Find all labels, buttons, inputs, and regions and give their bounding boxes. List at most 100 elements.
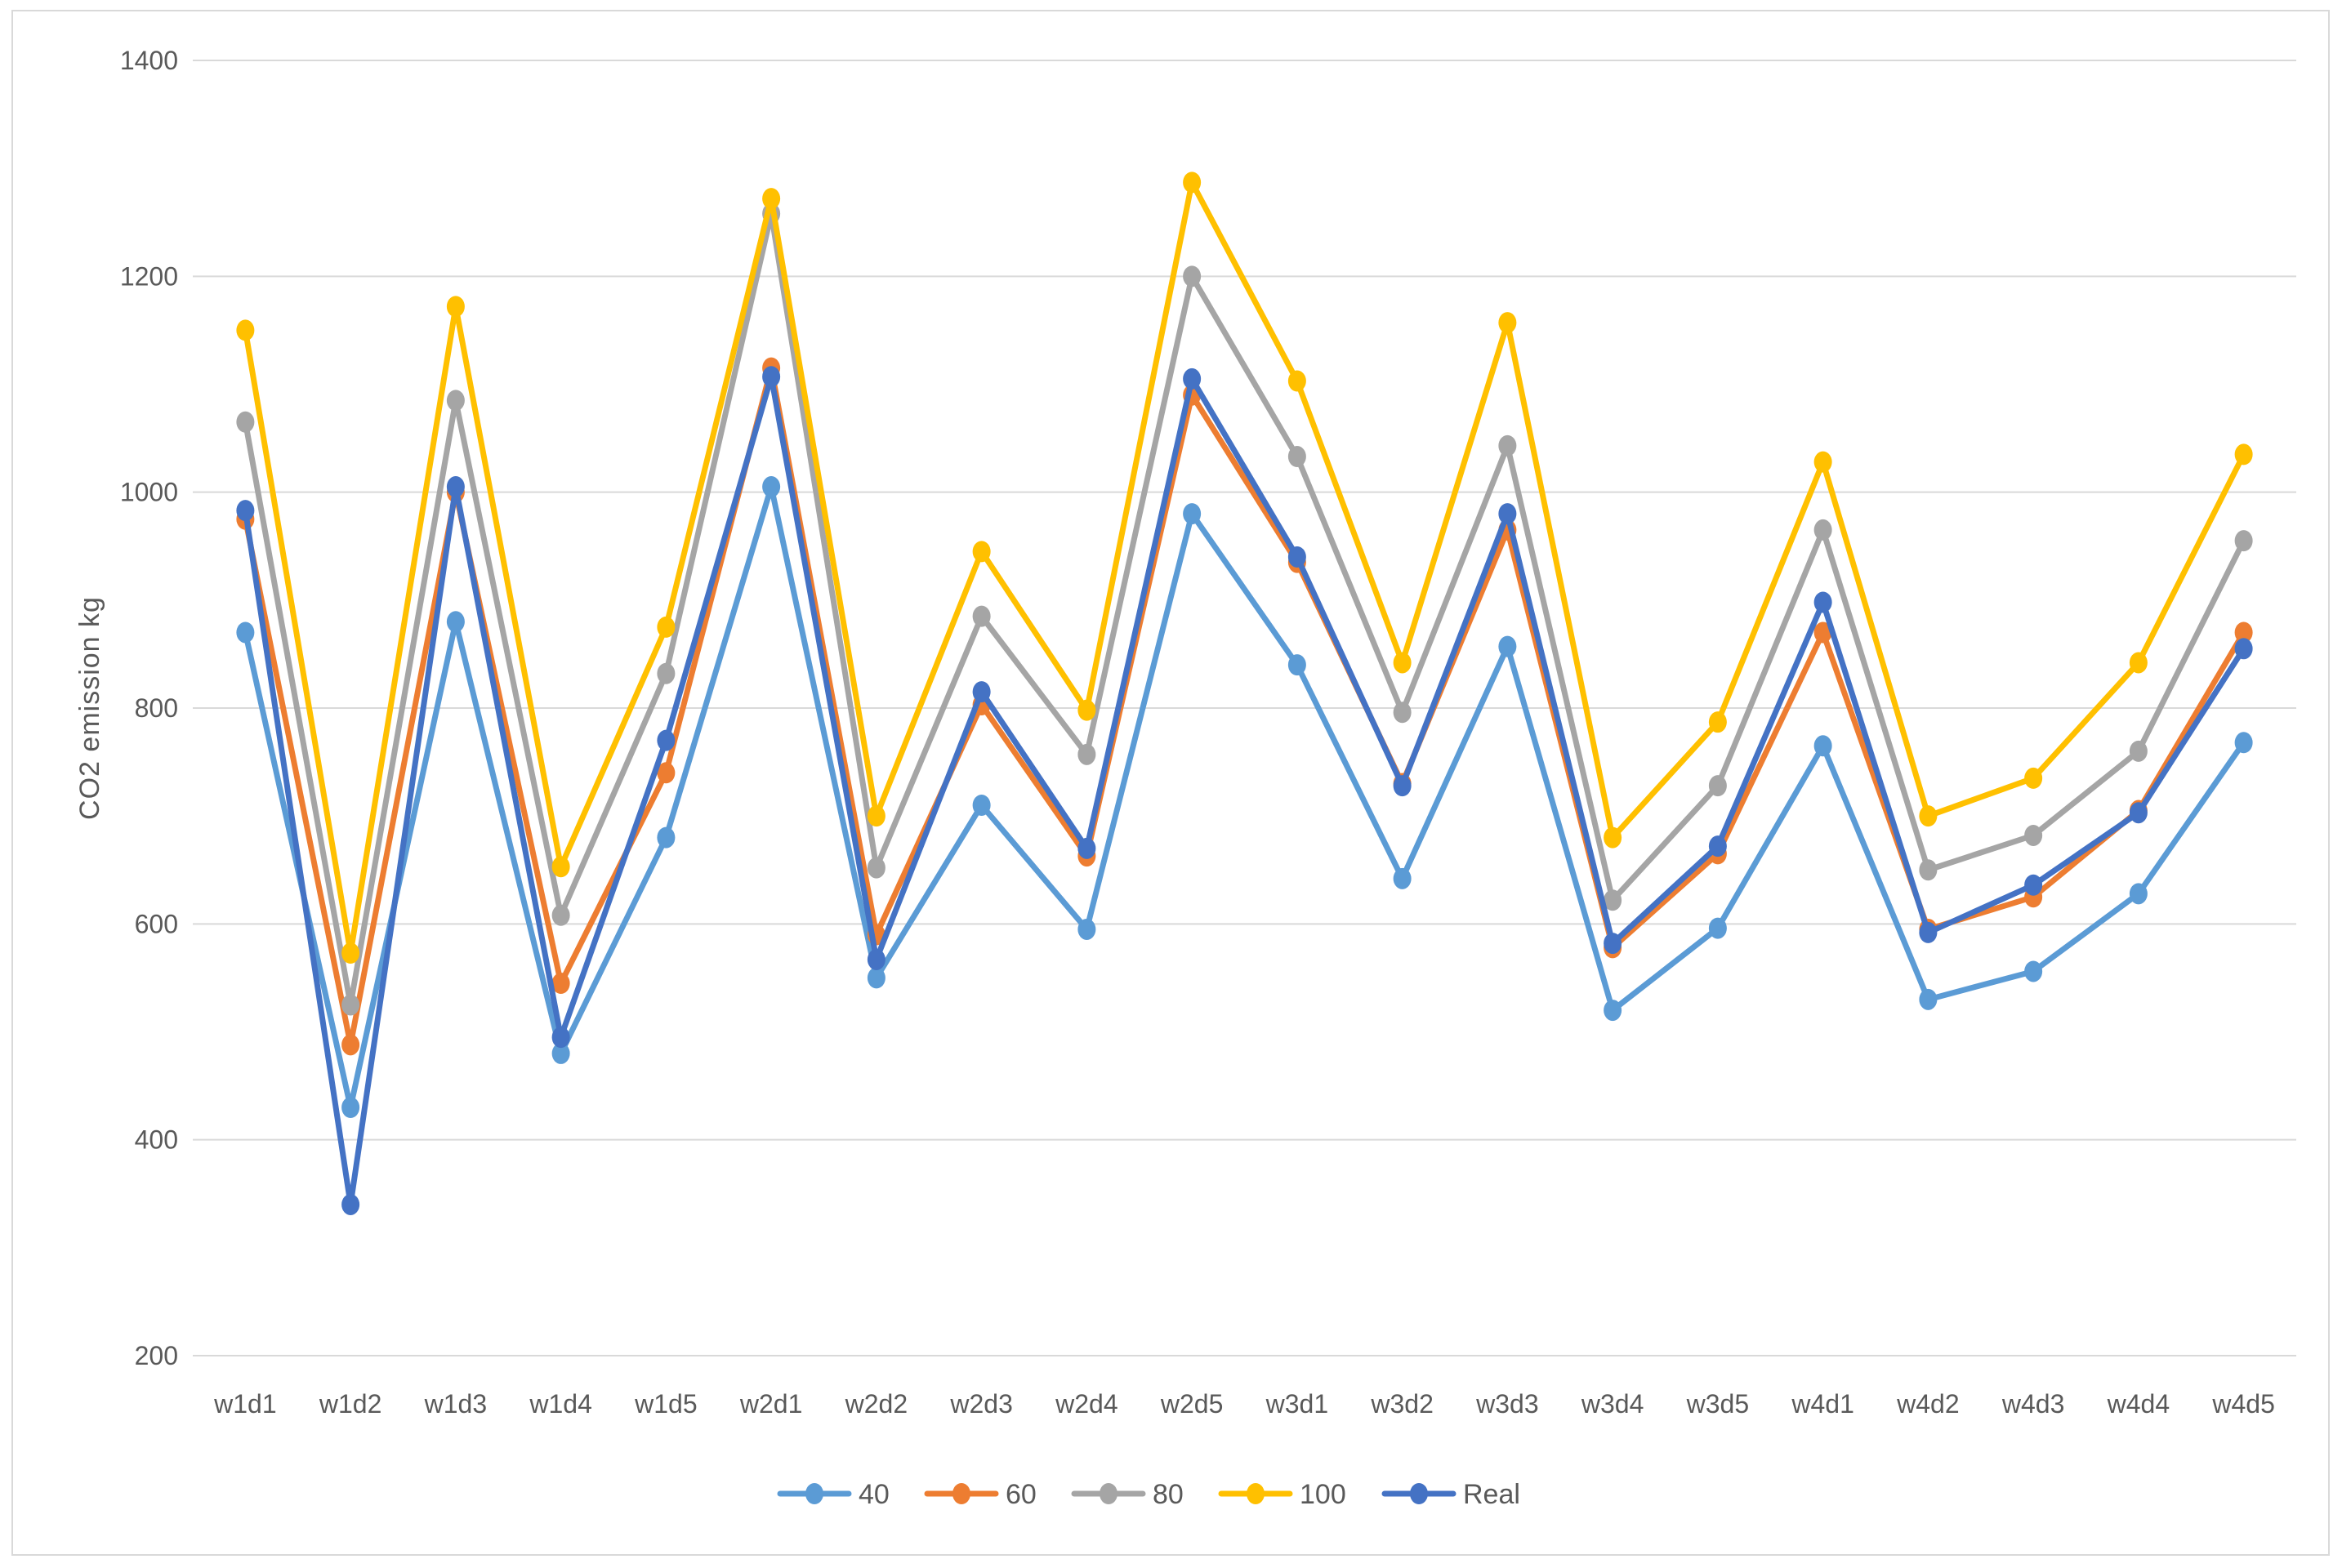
data-point-80-w2d3 — [972, 605, 991, 627]
legend-label-100: 100 — [1300, 1479, 1346, 1510]
data-point-60-w4d5 — [2234, 621, 2253, 644]
data-point-40-w3d5 — [1708, 917, 1727, 939]
x-tick-label-w2d3: w2d3 — [949, 1389, 1013, 1419]
data-point-40-w3d2 — [1393, 867, 1412, 889]
x-tick-label-w1d1: w1d1 — [213, 1389, 277, 1419]
series-60 — [236, 357, 2253, 1056]
data-point-80-w1d5 — [657, 662, 676, 684]
data-point-100-w3d4 — [1604, 826, 1622, 849]
data-point-80-w3d2 — [1393, 702, 1412, 724]
legend-item-60: 60 — [924, 1479, 1037, 1510]
data-point-Real-w3d5 — [1708, 835, 1727, 858]
series-Real — [236, 366, 2253, 1215]
data-point-Real-w4d3 — [2024, 874, 2043, 896]
x-tick-label-w4d1: w4d1 — [1791, 1389, 1854, 1419]
data-point-40-w2d3 — [972, 794, 991, 816]
x-tick-label-w4d4: w4d4 — [2107, 1389, 2170, 1419]
data-point-100-w4d1 — [1813, 451, 1832, 473]
data-point-80-w4d2 — [1919, 859, 1938, 881]
data-point-80-w1d1 — [236, 411, 255, 433]
data-point-Real-w2d2 — [867, 948, 885, 970]
x-tick-label-w1d2: w1d2 — [319, 1389, 382, 1419]
y-tick-label-1400: 1400 — [120, 46, 178, 75]
x-tick-label-w3d1: w3d1 — [1265, 1389, 1329, 1419]
data-point-100-w2d1 — [762, 188, 781, 210]
data-point-100-w3d1 — [1287, 370, 1306, 392]
data-point-80-w4d3 — [2024, 824, 2043, 846]
data-point-40-w1d4 — [551, 1042, 570, 1064]
data-point-Real-w1d5 — [657, 729, 676, 751]
data-point-80-w2d2 — [867, 857, 885, 879]
data-point-40-w4d5 — [2234, 732, 2253, 754]
x-tick-label-w1d5: w1d5 — [634, 1389, 698, 1419]
data-point-Real-w4d4 — [2129, 802, 2148, 824]
legend-marker-Real — [1410, 1483, 1428, 1504]
legend-item-100: 100 — [1218, 1479, 1346, 1510]
series-40 — [236, 476, 2253, 1119]
x-axis-tick-labels: w1d1 w1d2 w1d3 w1d4 w1d5 w2d1 w2d2 w2d3 w2d4 w2d5… — [213, 1389, 2275, 1419]
data-point-Real-w2d4 — [1077, 837, 1096, 859]
data-point-80-w4d5 — [2234, 530, 2253, 552]
data-point-Real-w1d2 — [341, 1193, 360, 1215]
y-tick-label-800: 800 — [135, 693, 178, 723]
data-point-40-w3d4 — [1604, 1000, 1622, 1022]
legend-item-Real: Real — [1381, 1479, 1520, 1510]
x-tick-label-w2d2: w2d2 — [845, 1389, 908, 1419]
x-tick-label-w4d2: w4d2 — [1896, 1389, 1960, 1419]
gridlines — [193, 60, 2296, 1356]
data-point-100-w4d5 — [2234, 443, 2253, 466]
data-point-Real-w3d1 — [1287, 546, 1306, 568]
series-line-Real — [242, 373, 2247, 1208]
data-point-Real-w3d3 — [1498, 503, 1517, 525]
legend: 40 60 80 100 Real — [777, 1479, 1520, 1510]
data-point-80-w3d5 — [1708, 775, 1727, 797]
y-tick-label-600: 600 — [135, 909, 178, 938]
data-point-100-w2d4 — [1077, 699, 1096, 721]
data-point-80-w3d3 — [1498, 434, 1517, 457]
x-tick-label-w3d2: w3d2 — [1370, 1389, 1434, 1419]
data-point-80-w2d5 — [1183, 265, 1202, 287]
x-tick-label-w4d3: w4d3 — [2001, 1389, 2065, 1419]
data-point-100-w1d2 — [341, 942, 360, 964]
data-point-40-w2d1 — [762, 476, 781, 498]
x-tick-label-w2d1: w2d1 — [739, 1389, 803, 1419]
y-tick-label-200: 200 — [135, 1341, 178, 1370]
data-point-100-w1d3 — [446, 296, 465, 318]
legend-item-40: 40 — [777, 1479, 890, 1510]
data-point-100-w4d4 — [2129, 652, 2148, 674]
y-tick-label-1000: 1000 — [120, 478, 178, 507]
data-point-Real-w3d2 — [1393, 775, 1412, 797]
data-point-40-w4d2 — [1919, 988, 1938, 1010]
series-line-40 — [242, 483, 2247, 1111]
series-line-100 — [242, 179, 2247, 956]
data-point-Real-w4d5 — [2234, 638, 2253, 660]
data-point-100-w4d2 — [1919, 805, 1938, 827]
data-point-Real-w3d4 — [1604, 933, 1622, 955]
data-point-80-w2d4 — [1077, 743, 1096, 765]
data-point-40-w1d3 — [446, 611, 465, 633]
data-point-40-w1d2 — [341, 1097, 360, 1119]
y-tick-label-1200: 1200 — [120, 261, 178, 291]
data-point-40-w3d1 — [1287, 654, 1306, 676]
legend-label-60: 60 — [1006, 1479, 1037, 1510]
series-100 — [236, 172, 2253, 964]
legend-label-40: 40 — [859, 1479, 890, 1510]
data-point-Real-w1d1 — [236, 500, 255, 522]
series-group — [236, 172, 2253, 1215]
line-chart: 200 400 600 800 1000 1200 1400 w1d1 w1d2 w1d3 w1d… — [74, 46, 2296, 1510]
data-point-Real-w2d1 — [762, 366, 781, 388]
data-point-100-w3d5 — [1708, 711, 1727, 733]
data-point-100-w1d4 — [551, 856, 570, 878]
series-line-80 — [242, 211, 2247, 1008]
y-tick-label-400: 400 — [135, 1125, 178, 1155]
data-point-100-w4d3 — [2024, 767, 2043, 789]
data-point-Real-w1d4 — [551, 1027, 570, 1049]
x-tick-label-w1d3: w1d3 — [424, 1389, 488, 1419]
data-point-40-w4d4 — [2129, 883, 2148, 905]
data-point-100-w1d1 — [236, 319, 255, 341]
legend-marker-80 — [1100, 1483, 1117, 1504]
data-point-80-w1d3 — [446, 390, 465, 412]
data-point-100-w2d2 — [867, 805, 885, 827]
data-point-80-w1d4 — [551, 904, 570, 926]
data-point-Real-w4d2 — [1919, 921, 1938, 943]
